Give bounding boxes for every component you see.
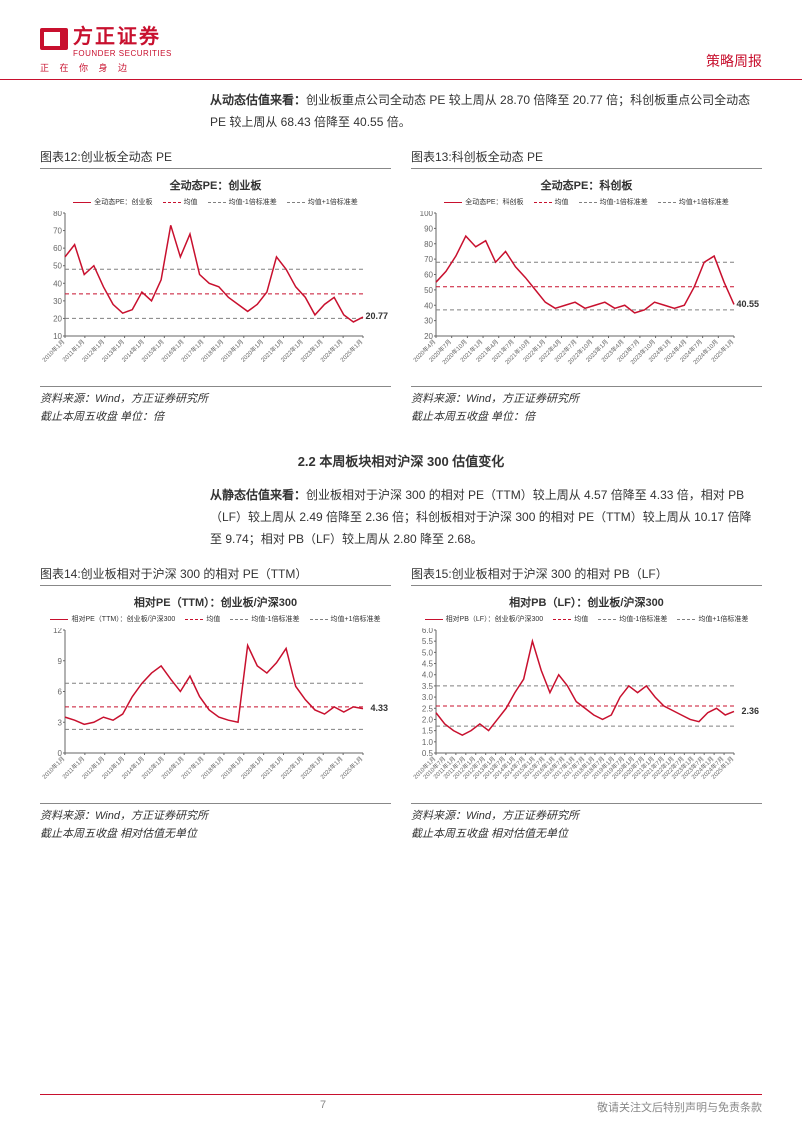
svg-text:30: 30 (424, 317, 433, 326)
svg-text:5.5: 5.5 (422, 637, 434, 646)
chart12-box: 全动态PE：创业板 全动态PE：创业板均值均值-1倍标准差均值+1倍标准差 10… (40, 177, 391, 387)
chart-end-label: 2.36 (740, 706, 760, 716)
svg-text:2.5: 2.5 (422, 704, 434, 713)
chart14-caption: 图表14:创业板相对于沪深 300 的相对 PE（TTM） (40, 565, 391, 586)
legend-item: 均值 (185, 614, 220, 624)
svg-text:70: 70 (424, 255, 433, 264)
chart14-box: 相对PE（TTM）：创业板/沪深300 相对PE（TTM）：创业板/沪深300 均… (40, 594, 391, 804)
legend-item: 均值 (553, 614, 588, 624)
legend-item: 均值+1倍标准差 (287, 197, 358, 207)
svg-text:60: 60 (53, 244, 62, 253)
chart-row-2: 图表14:创业板相对于沪深 300 的相对 PE（TTM） 相对PE（TTM）：… (40, 565, 762, 843)
legend-item: 相对PE（TTM）：创业板/沪深300 (50, 614, 175, 624)
svg-text:100: 100 (420, 211, 434, 218)
chart13-source2: 截止本周五收盘 单位：倍 (411, 409, 762, 427)
chart12-svg: 10203040506070802010年1月2011年1月2012年1月201… (40, 211, 391, 366)
svg-text:50: 50 (53, 262, 62, 271)
svg-text:3: 3 (58, 718, 63, 727)
svg-text:70: 70 (53, 227, 62, 236)
chart13-box: 全动态PE：科创板 全动态PE：科创板均值均值-1倍标准差均值+1倍标准差 20… (411, 177, 762, 387)
chart14-svg: 0369122010年1月2011年1月2012年1月2013年1月2014年1… (40, 628, 391, 783)
legend-item: 均值 (534, 197, 569, 207)
page-number: 7 (320, 1099, 326, 1115)
legend-item: 均值+1倍标准差 (310, 614, 381, 624)
legend-item: 均值 (163, 197, 198, 207)
chart13-col: 图表13:科创板全动态 PE 全动态PE：科创板 全动态PE：科创板均值均值-1… (411, 148, 762, 426)
svg-text:3.0: 3.0 (422, 693, 434, 702)
chart14-col: 图表14:创业板相对于沪深 300 的相对 PE（TTM） 相对PE（TTM）：… (40, 565, 391, 843)
chart12-col: 图表12:创业板全动态 PE 全动态PE：创业板 全动态PE：创业板均值均值-1… (40, 148, 391, 426)
chart-end-label: 20.77 (364, 311, 389, 321)
chart13-source1: 资料来源：Wind，方正证券研究所 (411, 391, 762, 409)
intro2-lead: 从静态估值来看： (210, 488, 306, 502)
legend-item: 全动态PE：科创板 (444, 197, 523, 207)
logo-block: 方正证券 FOUNDER SECURITIES 正 在 你 身 边 (40, 20, 172, 74)
legend-item: 均值-1倍标准差 (230, 614, 299, 624)
svg-text:12: 12 (53, 628, 62, 635)
company-name-cn: 方正证券 (73, 20, 172, 49)
svg-text:6: 6 (58, 688, 63, 697)
chart12-caption: 图表12:创业板全动态 PE (40, 148, 391, 169)
svg-text:1.0: 1.0 (422, 738, 434, 747)
chart13-svg: 20304050607080901002020年4月2020年7月2020年10… (411, 211, 762, 366)
chart15-svg: 0.51.01.52.02.53.03.54.04.55.05.56.02010… (411, 628, 762, 783)
chart-end-label: 4.33 (369, 703, 389, 713)
chart15-source1: 资料来源：Wind，方正证券研究所 (411, 808, 762, 826)
svg-text:80: 80 (53, 211, 62, 218)
svg-text:4.5: 4.5 (422, 660, 434, 669)
svg-text:50: 50 (424, 286, 433, 295)
legend-item: 均值-1倍标准差 (579, 197, 648, 207)
page-footer: 7 敬请关注文后特别声明与免责条款 (40, 1094, 762, 1115)
svg-text:80: 80 (424, 240, 433, 249)
report-type: 策略周报 (706, 51, 762, 74)
section-22-title: 2.2 本周板块相对沪深 300 估值变化 (40, 451, 762, 470)
legend-item: 均值-1倍标准差 (208, 197, 277, 207)
svg-text:4.0: 4.0 (422, 671, 434, 680)
chart14-title: 相对PE（TTM）：创业板/沪深300 (40, 594, 391, 610)
intro-paragraph-1: 从动态估值来看：创业板重点公司全动态 PE 较上周从 28.70 倍降至 20.… (210, 90, 762, 133)
chart13-caption: 图表13:科创板全动态 PE (411, 148, 762, 169)
intro-paragraph-2: 从静态估值来看：创业板相对于沪深 300 的相对 PE（TTM）较上周从 4.5… (210, 485, 762, 550)
footer-disclaimer: 敬请关注文后特别声明与免责条款 (597, 1099, 762, 1115)
svg-text:9: 9 (58, 657, 63, 666)
chart15-caption: 图表15:创业板相对于沪深 300 的相对 PB（LF） (411, 565, 762, 586)
chart15-box: 相对PB（LF）：创业板/沪深300 相对PB（LF）：创业板/沪深300均值均… (411, 594, 762, 804)
logo-tagline: 正 在 你 身 边 (40, 61, 172, 74)
chart-end-label: 40.55 (735, 299, 760, 309)
chart13-legend: 全动态PE：科创板 均值均值-1倍标准差均值+1倍标准差 (411, 197, 762, 207)
svg-text:90: 90 (424, 225, 433, 234)
chart14-source2: 截止本周五收盘 相对估值无单位 (40, 826, 391, 844)
svg-text:20: 20 (53, 315, 62, 324)
legend-item: 均值+1倍标准差 (677, 614, 748, 624)
legend-item: 均值-1倍标准差 (598, 614, 667, 624)
intro1-lead: 从动态估值来看： (210, 93, 306, 107)
chart15-source2: 截止本周五收盘 相对估值无单位 (411, 826, 762, 844)
logo-icon (40, 28, 68, 50)
company-name-en: FOUNDER SECURITIES (73, 49, 172, 58)
chart15-title: 相对PB（LF）：创业板/沪深300 (411, 594, 762, 610)
chart13-title: 全动态PE：科创板 (411, 177, 762, 193)
legend-item: 全动态PE：创业板 (73, 197, 152, 207)
svg-text:40: 40 (424, 301, 433, 310)
chart-row-1: 图表12:创业板全动态 PE 全动态PE：创业板 全动态PE：创业板均值均值-1… (40, 148, 762, 426)
page-header: 方正证券 FOUNDER SECURITIES 正 在 你 身 边 策略周报 (0, 0, 802, 80)
legend-item: 均值+1倍标准差 (658, 197, 729, 207)
svg-text:3.5: 3.5 (422, 682, 434, 691)
chart14-legend: 相对PE（TTM）：创业板/沪深300 均值均值-1倍标准差 均值+1倍标准差 (40, 614, 391, 624)
chart15-legend: 相对PB（LF）：创业板/沪深300 均值均值-1倍标准差均值+1倍标准差 (411, 614, 762, 624)
chart12-source1: 资料来源：Wind，方正证券研究所 (40, 391, 391, 409)
chart12-source2: 截止本周五收盘 单位：倍 (40, 409, 391, 427)
svg-text:30: 30 (53, 297, 62, 306)
chart14-source1: 资料来源：Wind，方正证券研究所 (40, 808, 391, 826)
chart12-title: 全动态PE：创业板 (40, 177, 391, 193)
svg-text:60: 60 (424, 271, 433, 280)
svg-text:40: 40 (53, 279, 62, 288)
chart15-col: 图表15:创业板相对于沪深 300 的相对 PB（LF） 相对PB（LF）：创业… (411, 565, 762, 843)
svg-text:5.0: 5.0 (422, 649, 434, 658)
legend-item: 相对PB（LF）：创业板/沪深300 (425, 614, 544, 624)
chart12-legend: 全动态PE：创业板 均值均值-1倍标准差均值+1倍标准差 (40, 197, 391, 207)
svg-text:1.5: 1.5 (422, 727, 434, 736)
svg-text:2.0: 2.0 (422, 716, 434, 725)
svg-text:6.0: 6.0 (422, 628, 434, 635)
